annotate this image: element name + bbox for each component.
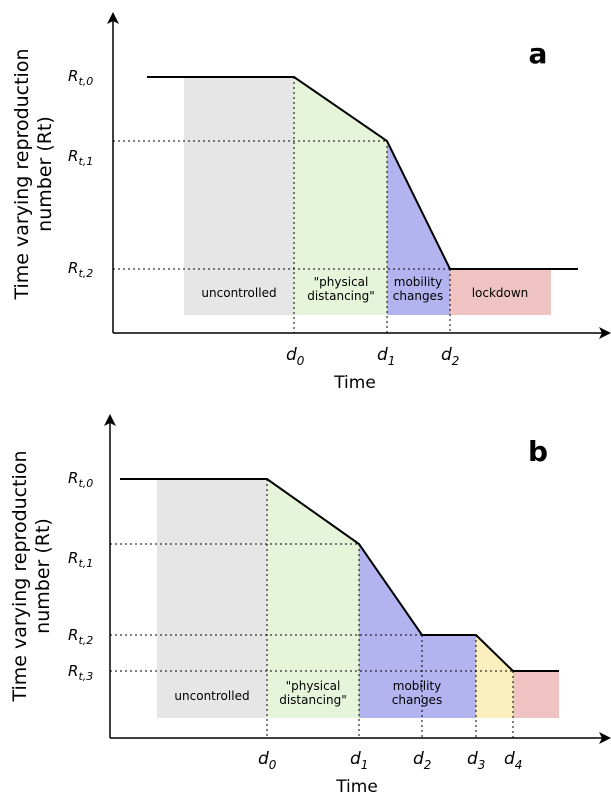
label-rt1: Rt,1 — [68, 549, 93, 570]
region-label-uncontrolled: uncontrolled — [201, 286, 276, 300]
y-axis-title-line1: Time varying reproduction — [11, 48, 33, 300]
region-label-mobility-1: mobility — [393, 679, 441, 693]
y-axis-title-line2: number (Rt) — [34, 116, 56, 232]
region-uncontrolled — [184, 77, 294, 315]
label-d2: d2 — [413, 749, 431, 772]
panel-a: Time varying reproduction number (Rt) Ti… — [11, 12, 611, 393]
label-rt3: Rt,3 — [68, 662, 93, 683]
label-d0: d0 — [258, 749, 277, 772]
region-lockdown — [513, 671, 559, 718]
x-axis-title: Time — [335, 777, 378, 796]
label-d2: d2 — [441, 345, 459, 368]
x-axis-title: Time — [333, 373, 376, 393]
region-uncontrolled — [157, 479, 267, 718]
region-label-mobility-2: changes — [393, 289, 443, 303]
label-d3: d3 — [467, 749, 485, 772]
region-label-physical-distancing-2: distancing" — [307, 289, 375, 303]
region-label-physical-distancing-1: "physical — [286, 679, 341, 693]
panel-b: Time varying reproduction number (Rt) Ti… — [9, 414, 611, 796]
region-label-mobility-2: changes — [392, 693, 442, 707]
region-physical-distancing — [267, 479, 359, 718]
rt-curve — [120, 478, 559, 672]
region-label-mobility-1: mobility — [394, 275, 442, 289]
region-mobility-changes — [387, 141, 450, 315]
y-axis-title-line1: Time varying reproduction — [9, 450, 31, 702]
panel-letter: b — [528, 435, 548, 468]
region-label-uncontrolled: uncontrolled — [174, 689, 249, 703]
label-rt0: Rt,0 — [68, 469, 93, 490]
label-d0: d0 — [286, 345, 305, 368]
region-lockdown — [450, 269, 551, 315]
region-label-lockdown: lockdown — [472, 286, 529, 300]
region-label-physical-distancing-1: "physical — [314, 275, 369, 289]
rt-curve — [147, 76, 578, 270]
label-rt1: Rt,1 — [68, 147, 93, 168]
label-d4: d4 — [504, 749, 522, 772]
panel-letter: a — [529, 37, 548, 70]
region-label-physical-distancing-2: distancing" — [279, 693, 347, 707]
label-rt2: Rt,2 — [68, 626, 93, 647]
label-d1: d1 — [377, 345, 395, 368]
region-transition — [476, 635, 513, 718]
label-rt2: Rt,2 — [68, 259, 93, 280]
y-axis-title-line2: number (Rt) — [32, 518, 54, 634]
label-rt0: Rt,0 — [68, 67, 93, 88]
label-d1: d1 — [350, 749, 368, 772]
region-physical-distancing — [294, 77, 387, 315]
